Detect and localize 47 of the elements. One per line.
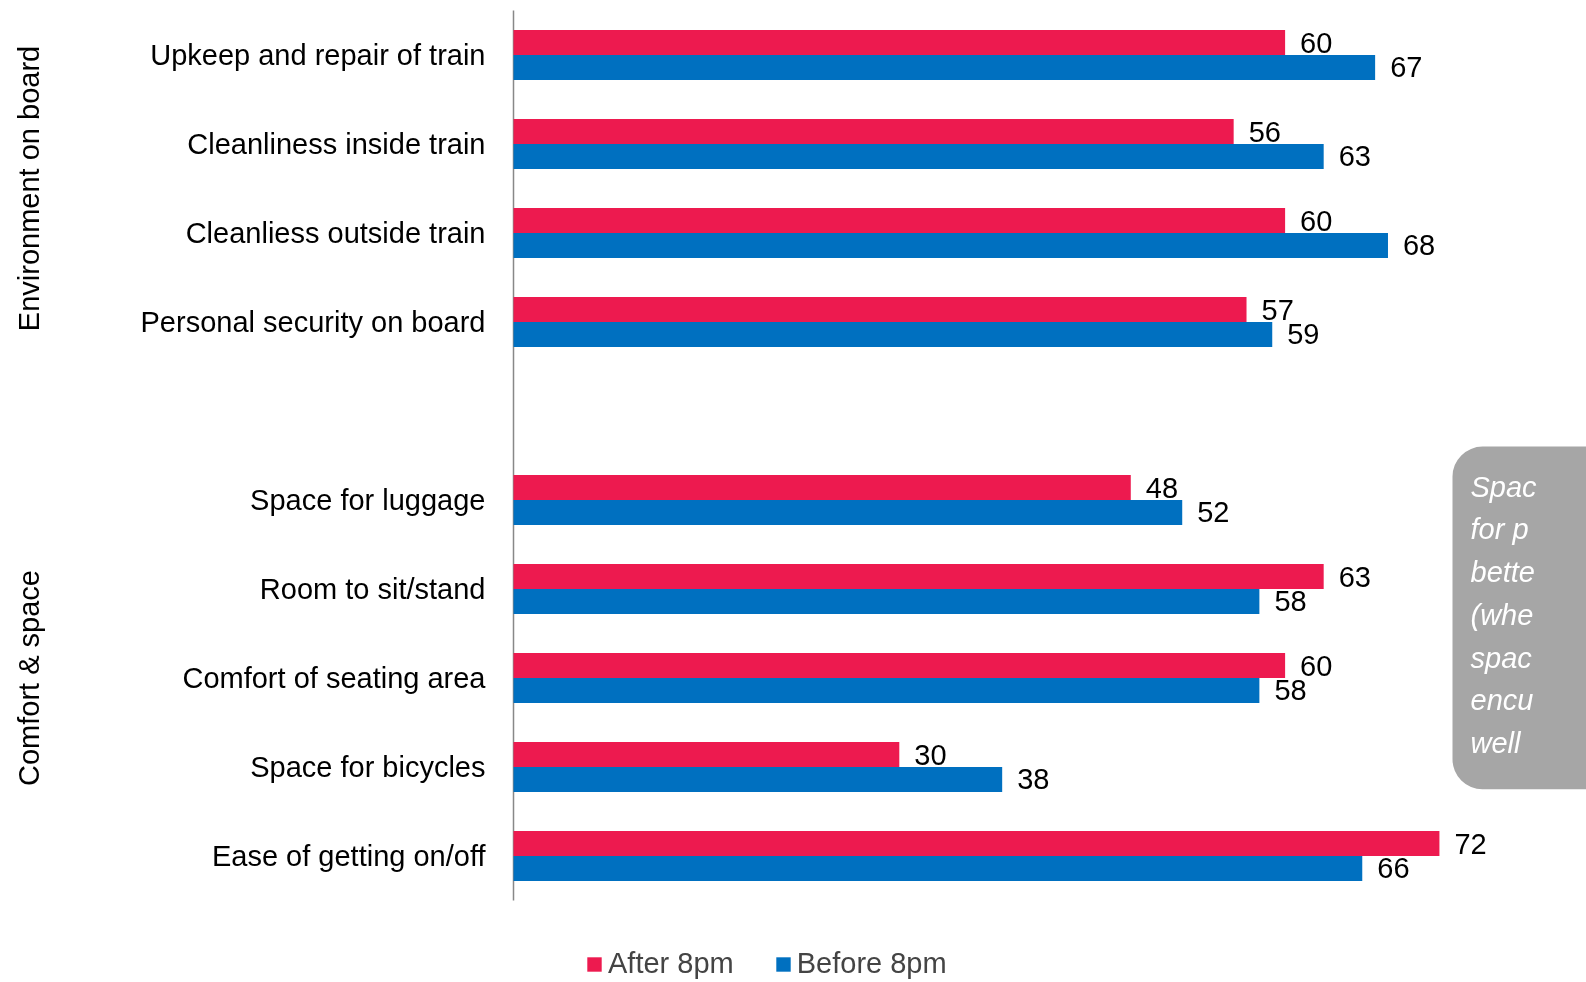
y-tick-label: Room to sit/stand xyxy=(259,573,486,605)
y-tick-label: Space for luggage xyxy=(250,484,486,516)
bar xyxy=(513,233,1388,258)
text: Environment on board xyxy=(12,45,45,332)
data-label: 63 xyxy=(1338,560,1371,593)
bar xyxy=(513,119,1234,144)
bar xyxy=(513,208,1286,233)
bar xyxy=(513,564,1324,589)
bar xyxy=(513,30,1286,55)
bar xyxy=(513,589,1260,614)
legend-label: After 8pm xyxy=(608,947,734,980)
data-label: 60 xyxy=(1300,26,1333,59)
text: Comfort & space xyxy=(12,570,45,786)
y-tick-label: Ease of getting on/off xyxy=(211,840,487,872)
text: Spac for p bette (whe spac encu well xyxy=(1470,470,1538,759)
data-label: 72 xyxy=(1454,827,1487,860)
data-label: 68 xyxy=(1402,229,1436,262)
data-label: 63 xyxy=(1338,140,1371,173)
bar xyxy=(513,475,1131,500)
bar xyxy=(513,831,1440,856)
bar xyxy=(513,742,900,767)
bar xyxy=(513,653,1286,678)
y-tick-label: Comfort of seating area xyxy=(182,662,487,694)
y-tick-label: Cleanliess outside train xyxy=(185,217,486,249)
y-tick-label: Cleanliness inside train xyxy=(187,128,486,160)
data-label: 58 xyxy=(1274,585,1307,618)
data-label: 52 xyxy=(1197,496,1230,529)
bar xyxy=(513,767,1003,792)
legend-label: Before 8pm xyxy=(796,947,947,980)
bar xyxy=(513,322,1273,347)
bar xyxy=(513,500,1183,525)
bar xyxy=(513,297,1247,322)
data-label: 48 xyxy=(1145,471,1179,504)
y-tick-label: Personal security on board xyxy=(140,306,486,338)
data-label: 38 xyxy=(1017,763,1050,796)
bar xyxy=(513,856,1363,881)
bar xyxy=(513,144,1324,169)
bar xyxy=(513,678,1260,703)
data-label: 30 xyxy=(914,738,947,771)
bar xyxy=(513,55,1376,80)
data-label: 56 xyxy=(1248,115,1281,148)
data-label: 66 xyxy=(1377,852,1410,885)
data-label: 60 xyxy=(1300,204,1333,237)
y-tick-label: Upkeep and repair of train xyxy=(150,39,486,71)
data-label: 67 xyxy=(1390,51,1423,84)
data-label: 59 xyxy=(1287,318,1320,351)
y-tick-label: Space for bicycles xyxy=(250,751,486,783)
